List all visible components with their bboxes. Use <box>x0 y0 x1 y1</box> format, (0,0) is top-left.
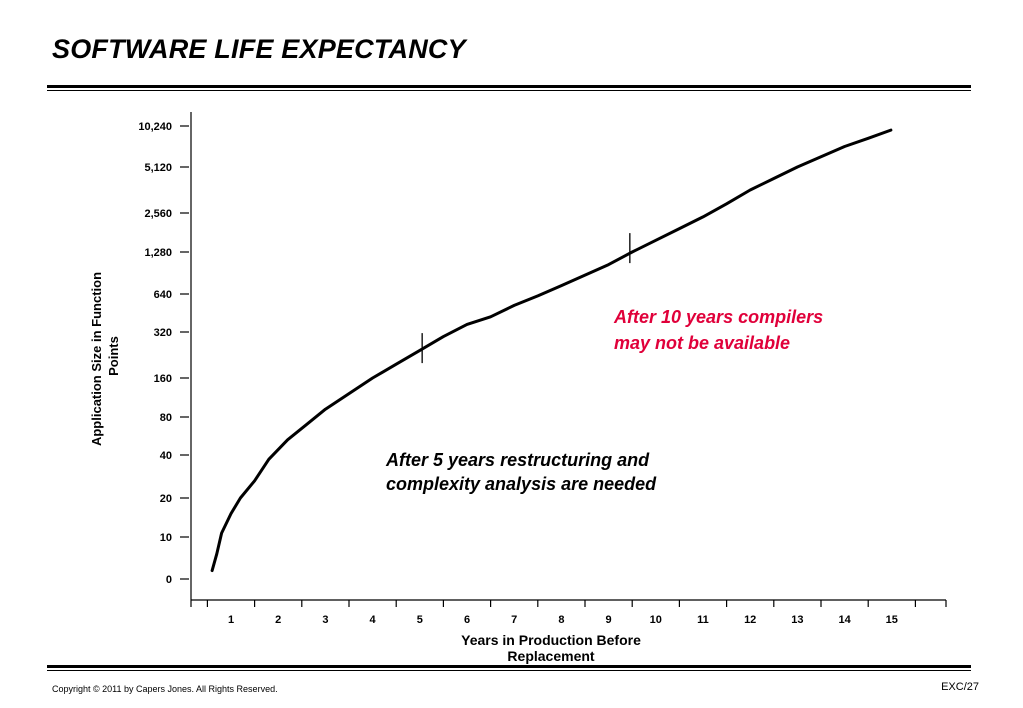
y-tick-label: 80 <box>160 412 172 424</box>
annotation-restructuring-line-1: After 5 years restructuring and <box>385 450 650 470</box>
x-tick-label: 11 <box>697 614 709 626</box>
y-tick-label: 160 <box>154 373 172 385</box>
slide-title: SOFTWARE LIFE EXPECTANCY <box>52 34 466 64</box>
y-tick-label: 2,560 <box>144 208 172 220</box>
x-tick-label: 13 <box>791 614 803 626</box>
y-tick-label: 40 <box>160 450 172 462</box>
y-tick-label: 0 <box>166 574 172 586</box>
y-tick-label: 20 <box>160 493 172 505</box>
x-tick-label: 8 <box>558 614 564 626</box>
x-axis: 1 2 3 4 5 6 7 8 9 10 11 12 13 14 15 <box>190 599 947 626</box>
y-axis: 0 10 20 40 80 160 320 640 1,280 2,560 5,120 10,240 <box>138 112 192 600</box>
y-tick-label: 10,240 <box>138 121 172 133</box>
x-tick-label: 15 <box>886 614 898 626</box>
marker-group <box>421 233 631 364</box>
annotation-compilers-line-1: After 10 years compilers <box>613 307 823 327</box>
x-tick-label: 1 <box>228 614 234 626</box>
y-axis-label-line-1: Application Size in Function <box>89 272 104 446</box>
x-tick-label: 14 <box>838 614 851 626</box>
series-group <box>210 128 893 573</box>
top-divider-thick <box>47 85 971 88</box>
y-tick-label: 10 <box>160 532 172 544</box>
x-tick-label: 10 <box>650 614 662 626</box>
x-tick-label: 12 <box>744 614 756 626</box>
x-tick-label: 5 <box>417 614 423 626</box>
top-divider-thin <box>47 90 971 91</box>
y-tick-label: 320 <box>154 327 172 339</box>
bottom-divider-thick <box>47 665 971 668</box>
x-axis-label-line-1: Years in Production Before <box>461 632 641 648</box>
x-axis-label-line-2: Replacement <box>507 648 594 664</box>
x-tick-label: 4 <box>370 614 377 626</box>
annotation-compilers-line-2: may not be available <box>614 333 790 353</box>
x-tick-label: 3 <box>322 614 328 626</box>
y-tick-label: 1,280 <box>144 247 172 259</box>
x-tick-label: 9 <box>606 614 612 626</box>
annotation-restructuring-line-2: complexity analysis are needed <box>386 474 657 494</box>
x-tick-label: 7 <box>511 614 517 626</box>
copyright-notice: Copyright © 2011 by Capers Jones. All Ri… <box>52 684 278 694</box>
x-tick-label: 6 <box>464 614 470 626</box>
x-tick-label: 2 <box>275 614 281 626</box>
slide-number: EXC/27 <box>941 681 979 693</box>
y-axis-label-line-2: Points <box>106 336 121 376</box>
y-tick-label: 5,120 <box>144 162 172 174</box>
bottom-divider-thin <box>47 670 971 671</box>
y-tick-label: 640 <box>154 289 172 301</box>
series-line <box>210 128 893 573</box>
